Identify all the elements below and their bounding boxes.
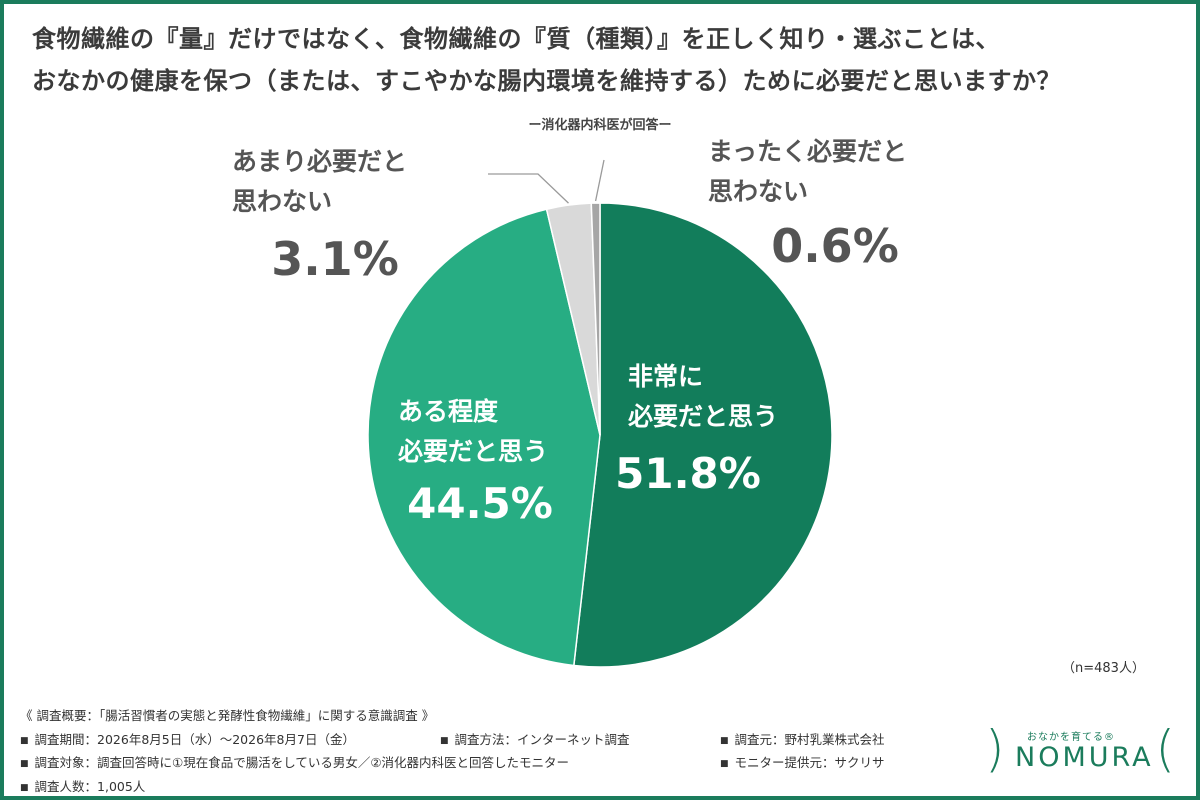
logo-tagline: おなかを育てる®	[1027, 732, 1115, 743]
notes-organizer: 調査元：野村乳業株式会社	[734, 731, 885, 747]
pie-slice-0	[572, 202, 833, 668]
survey-notes: 《 調査概要：「腸活習慣者の実態と発酵性食物繊維」に関する意識調査 》 ■ 調査期…	[20, 704, 980, 798]
chart-title: 食物繊維の『量』だけではなく、食物繊維の『質（種類）』を正しく知り・選ぶことは、…	[32, 18, 1172, 102]
slice-label: 必要だと思う	[628, 402, 778, 431]
slice-value-label: 0.6%	[771, 219, 899, 273]
leader-line	[594, 159, 605, 202]
title-line-2: おなかの健康を保つ（または、すこやかな腸内環境を維持する）ために必要だと思います…	[32, 67, 1061, 95]
notes-method: 調査方法：インターネット調査	[454, 731, 630, 747]
bullet-icon: ■	[720, 759, 729, 769]
bullet-icon: ■	[20, 782, 29, 793]
slice-value-label: 51.8%	[615, 449, 761, 498]
notes-provider: モニター提供元：サクリサ	[734, 755, 885, 770]
sample-size-note: （n=483人）	[1062, 661, 1145, 676]
bullet-icon: ■	[440, 735, 449, 746]
slice-label: 思わない	[232, 187, 332, 216]
notes-heading: 《 調査概要：「腸活習慣者の実態と発酵性食物繊維」に関する意識調査 》	[20, 708, 435, 723]
slice-label: 思わない	[708, 177, 808, 206]
slice-label: 非常に	[628, 362, 703, 391]
leader-line	[488, 173, 569, 204]
logo-left-paren-icon: )	[985, 720, 1005, 778]
nomura-logo: ) おなかを育てる® NOMURA (	[985, 718, 1175, 788]
notes-period: 調査期間：2026年8月5日（水）〜2026年8月7日（金）	[34, 731, 355, 747]
logo-name: NOMURA	[1015, 742, 1154, 773]
chart-subtitle: ー消化器内科医が回答ー	[528, 118, 672, 133]
pie-slice-1	[367, 208, 601, 667]
slice-value-label: 44.5%	[407, 479, 553, 528]
logo-right-paren-icon: (	[1155, 720, 1175, 778]
slice-label: まったく必要だと	[708, 137, 907, 166]
bullet-icon: ■	[720, 735, 729, 746]
slice-label: ある程度	[398, 397, 498, 426]
title-line-1: 食物繊維の『量』だけではなく、食物繊維の『質（種類）』を正しく知り・選ぶことは、	[32, 25, 1000, 53]
notes-target: 調査対象：調査回答時に①現在食品で腸活をしている男女／②消化器内科医と回答したモ…	[34, 755, 570, 770]
pie-slice-3	[590, 202, 601, 436]
slice-value-label: 3.1%	[271, 232, 399, 286]
slice-label: あまり必要だと	[232, 147, 407, 176]
slice-label: 必要だと思う	[398, 437, 548, 466]
bullet-icon: ■	[20, 735, 29, 746]
bullet-icon: ■	[20, 759, 29, 769]
notes-count: 調査人数：1,005人	[34, 778, 146, 794]
